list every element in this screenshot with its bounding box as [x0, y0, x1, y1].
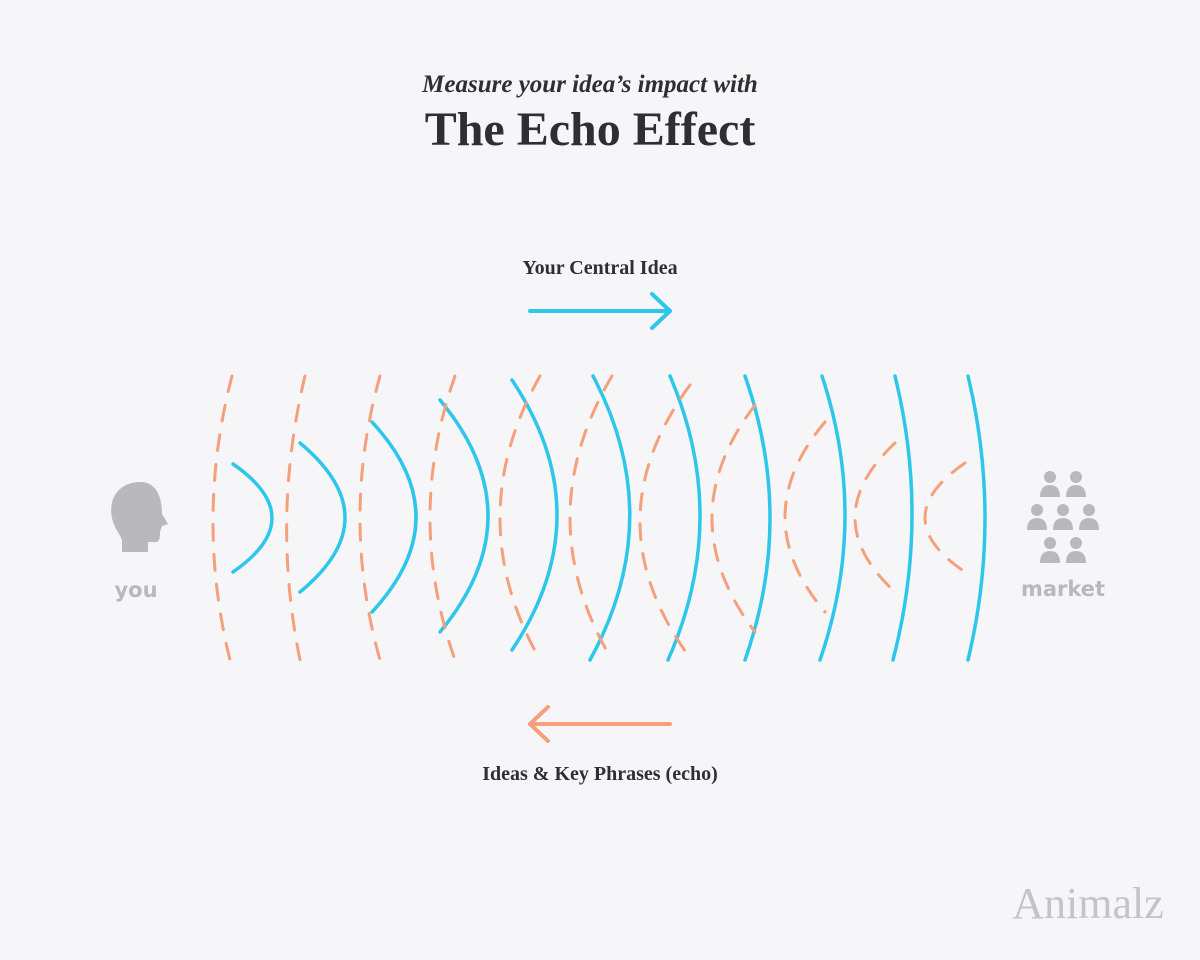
you-label: you [114, 578, 157, 602]
head-icon [111, 482, 168, 552]
echo-label: Ideas & Key Phrases (echo) [482, 763, 718, 785]
market-label: market [1021, 577, 1105, 601]
forward-arrow [528, 292, 672, 330]
forward-label: Your Central Idea [522, 257, 677, 279]
crowd-icon [1027, 471, 1099, 563]
waves [211, 374, 987, 662]
echo-arrow [528, 705, 672, 743]
subtitle: Measure your idea’s impact with [421, 71, 758, 98]
title: The Echo Effect [425, 103, 756, 156]
brand-logo: Animalz [1012, 879, 1164, 928]
